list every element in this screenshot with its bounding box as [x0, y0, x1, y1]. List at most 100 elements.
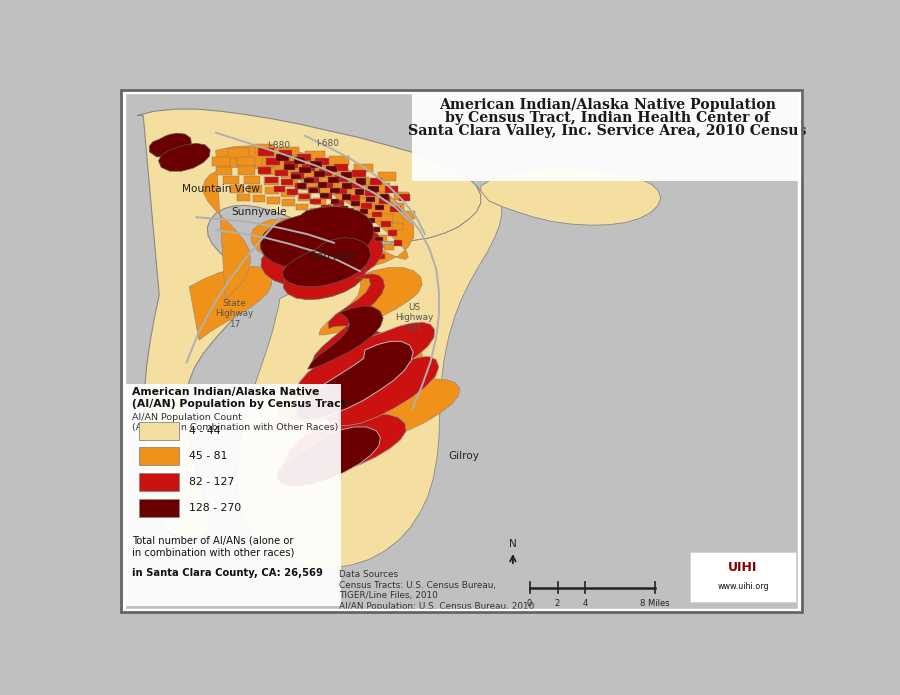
Polygon shape	[309, 188, 318, 193]
Polygon shape	[170, 133, 185, 142]
Text: Mountain View: Mountain View	[182, 183, 259, 193]
Polygon shape	[321, 182, 333, 188]
Polygon shape	[328, 204, 340, 211]
Polygon shape	[367, 218, 375, 223]
Polygon shape	[315, 158, 328, 165]
Polygon shape	[342, 211, 355, 218]
Polygon shape	[264, 177, 279, 185]
Polygon shape	[346, 229, 356, 235]
Polygon shape	[277, 427, 381, 487]
Polygon shape	[237, 186, 501, 569]
Polygon shape	[137, 109, 481, 539]
Polygon shape	[309, 188, 320, 193]
Bar	[139, 499, 179, 517]
Polygon shape	[281, 179, 292, 186]
Polygon shape	[276, 154, 289, 161]
Polygon shape	[347, 213, 356, 218]
Polygon shape	[312, 274, 404, 375]
Polygon shape	[255, 145, 274, 153]
Polygon shape	[319, 170, 331, 177]
Polygon shape	[346, 228, 355, 232]
Polygon shape	[374, 195, 389, 204]
Polygon shape	[355, 236, 365, 243]
Polygon shape	[365, 189, 377, 196]
Polygon shape	[375, 205, 384, 210]
Polygon shape	[330, 212, 340, 217]
Polygon shape	[212, 157, 230, 166]
Polygon shape	[379, 197, 390, 204]
Polygon shape	[189, 266, 272, 341]
Polygon shape	[356, 188, 372, 197]
Polygon shape	[300, 167, 310, 173]
Text: AI/AN Population Count
(Alone or in Combination with Other Races): AI/AN Population Count (Alone or in Comb…	[132, 413, 338, 432]
Polygon shape	[223, 176, 238, 183]
Polygon shape	[369, 253, 378, 259]
Polygon shape	[283, 238, 371, 287]
Bar	[412, 91, 805, 181]
Polygon shape	[258, 167, 271, 174]
Text: US
Highway
101: US Highway 101	[395, 303, 433, 333]
Polygon shape	[158, 143, 211, 171]
Text: Gilroy: Gilroy	[448, 451, 480, 461]
Polygon shape	[284, 256, 365, 300]
Polygon shape	[355, 218, 367, 226]
Text: State
Highway
17: State Highway 17	[215, 299, 254, 329]
Text: 82 - 127: 82 - 127	[189, 477, 235, 487]
Text: Total number of AI/ANs (alone or
in combination with other races): Total number of AI/ANs (alone or in comb…	[132, 536, 294, 557]
Polygon shape	[266, 158, 280, 165]
Polygon shape	[149, 133, 192, 156]
Polygon shape	[258, 148, 274, 156]
Polygon shape	[305, 151, 325, 159]
Polygon shape	[344, 208, 355, 213]
Polygon shape	[358, 230, 366, 234]
Polygon shape	[381, 221, 391, 227]
Polygon shape	[314, 172, 325, 177]
Polygon shape	[238, 166, 255, 175]
Polygon shape	[301, 182, 316, 190]
Polygon shape	[274, 186, 285, 192]
Polygon shape	[362, 249, 369, 253]
Text: 0: 0	[527, 599, 532, 608]
Polygon shape	[330, 188, 340, 193]
Polygon shape	[342, 194, 351, 199]
Polygon shape	[377, 254, 385, 259]
Polygon shape	[308, 306, 383, 369]
Polygon shape	[374, 183, 390, 192]
Polygon shape	[310, 161, 322, 167]
Polygon shape	[284, 161, 298, 167]
Polygon shape	[336, 188, 347, 194]
Text: 128 - 270: 128 - 270	[189, 502, 241, 513]
Text: in Santa Clara County, CA: 26,569: in Santa Clara County, CA: 26,569	[132, 568, 323, 578]
Polygon shape	[319, 268, 422, 335]
Polygon shape	[293, 157, 305, 164]
Polygon shape	[326, 166, 338, 172]
Polygon shape	[321, 193, 332, 199]
Polygon shape	[238, 195, 250, 202]
Bar	[139, 422, 179, 440]
Polygon shape	[282, 199, 294, 206]
Polygon shape	[284, 163, 295, 170]
Bar	[690, 552, 796, 603]
Text: 4 - 44: 4 - 44	[189, 426, 220, 436]
Polygon shape	[360, 209, 368, 214]
Polygon shape	[361, 203, 372, 209]
Text: Santa Clara Valley, Inc. Service Area, 2010 Census: Santa Clara Valley, Inc. Service Area, 2…	[409, 124, 807, 138]
Polygon shape	[309, 165, 325, 173]
Polygon shape	[363, 245, 373, 251]
Polygon shape	[260, 206, 374, 268]
Polygon shape	[341, 172, 353, 178]
Polygon shape	[372, 211, 382, 218]
Polygon shape	[353, 177, 369, 185]
Polygon shape	[275, 170, 288, 176]
Bar	[125, 384, 341, 606]
Polygon shape	[267, 197, 280, 204]
Polygon shape	[373, 227, 380, 232]
Text: I-880: I-880	[267, 140, 290, 149]
Polygon shape	[297, 183, 306, 189]
Polygon shape	[356, 178, 366, 185]
Polygon shape	[358, 255, 366, 259]
Bar	[139, 448, 179, 466]
Polygon shape	[282, 147, 300, 155]
Polygon shape	[299, 194, 310, 199]
Text: 45 - 81: 45 - 81	[189, 451, 228, 461]
